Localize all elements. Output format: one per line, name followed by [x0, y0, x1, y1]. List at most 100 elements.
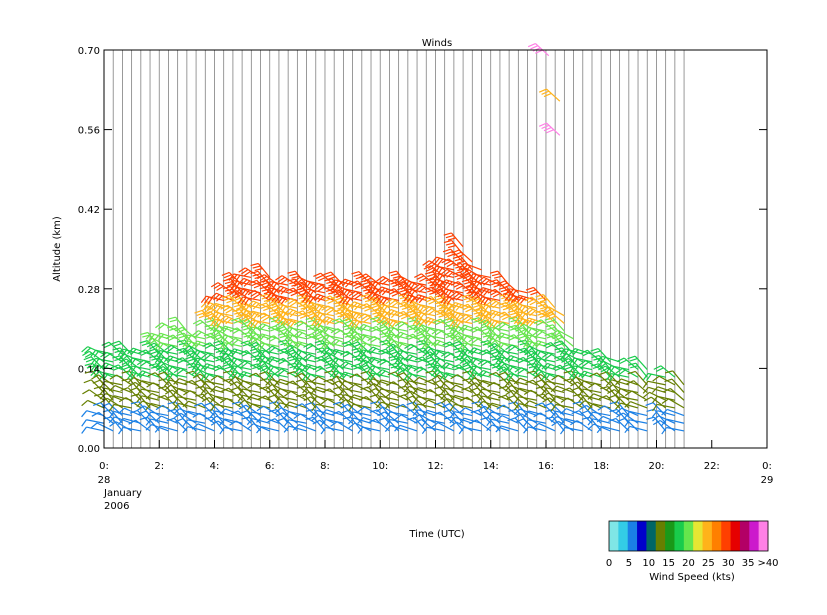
wind-barb	[378, 348, 400, 363]
wind-barb	[314, 355, 335, 370]
barb-flag	[375, 401, 383, 409]
wind-barb	[173, 402, 197, 411]
barb-shaft	[138, 393, 151, 409]
barb-flag	[437, 274, 444, 282]
barb-flag	[403, 364, 410, 372]
wind-barb	[664, 370, 685, 386]
barb-flag	[127, 372, 134, 380]
barb-flag	[581, 361, 589, 368]
barb-flag	[341, 372, 349, 380]
wind-barb	[504, 364, 528, 373]
barb-flag	[652, 396, 658, 404]
barb-flag	[431, 422, 439, 429]
wind-barb	[624, 390, 648, 401]
barb-flag	[394, 367, 403, 373]
barb-flag	[526, 370, 535, 374]
wind-barb	[525, 286, 547, 301]
barb-flag	[437, 267, 444, 275]
barb-flag	[551, 420, 559, 427]
barb-flag	[176, 369, 184, 375]
colorbar-swatch	[711, 521, 722, 551]
barb-flag	[244, 297, 250, 306]
barb-flag	[332, 285, 340, 293]
barb-flag	[252, 265, 261, 269]
wind-barb	[451, 249, 473, 263]
barb-flag	[389, 351, 398, 356]
barb-shaft	[316, 395, 335, 401]
barb-flag	[81, 419, 87, 427]
barb-flag	[532, 364, 539, 372]
barb-flag	[526, 298, 535, 304]
wind-barb	[661, 408, 685, 417]
barb-flag	[390, 273, 399, 277]
barb-flag	[351, 312, 358, 320]
barb-flag	[166, 324, 175, 329]
barb-flag	[440, 388, 447, 396]
barb-flag	[571, 410, 580, 415]
barb-flag	[265, 373, 272, 381]
wind-barb	[246, 332, 270, 340]
wind-barb	[449, 291, 473, 301]
barb-flag	[369, 288, 376, 295]
barb-flag	[360, 315, 369, 321]
wind-barb	[200, 380, 224, 389]
barb-flag	[425, 335, 431, 343]
barb-flag	[467, 286, 475, 294]
wind-barb	[184, 379, 206, 394]
barb-flag	[101, 402, 110, 408]
barb-flag	[328, 283, 337, 287]
barb-flag	[626, 380, 634, 385]
barb-flag	[398, 283, 406, 288]
barb-flag	[200, 392, 208, 399]
barb-flag	[504, 385, 512, 392]
barb-flag	[624, 426, 631, 434]
barb-flag	[455, 349, 464, 354]
barb-flag	[259, 343, 265, 351]
barb-flag	[458, 427, 465, 435]
barb-shaft	[666, 426, 685, 432]
wind-barb	[388, 270, 409, 286]
barb-flag	[265, 345, 273, 352]
barb-flag	[357, 334, 364, 342]
wind-barb	[551, 329, 574, 340]
wind-barb	[348, 411, 372, 419]
wind-barb	[514, 413, 538, 424]
wind-barb	[470, 409, 492, 424]
barb-flag	[661, 398, 669, 404]
wind-barb	[646, 416, 667, 432]
barb-flag	[506, 334, 515, 339]
barb-flag	[330, 421, 338, 427]
wind-barb	[369, 409, 390, 424]
barb-flag	[514, 367, 522, 373]
barb-flag	[465, 299, 474, 303]
barb-flag	[643, 396, 652, 402]
barb-flag	[338, 394, 346, 401]
barb-flag	[148, 348, 157, 352]
barb-flag	[544, 307, 552, 314]
barb-flag	[504, 294, 512, 301]
barb-flag	[277, 276, 286, 283]
barb-flag	[298, 279, 306, 286]
barb-flag	[472, 304, 481, 308]
barb-flag	[167, 365, 173, 374]
wind-barb	[543, 402, 565, 417]
barb-flag	[561, 358, 569, 363]
barb-flag	[249, 333, 257, 340]
wind-barb	[139, 416, 160, 432]
barb-flag	[407, 306, 415, 312]
barb-flag	[541, 372, 548, 380]
wind-barb	[249, 363, 271, 378]
barb-flag	[250, 270, 259, 275]
barb-flag	[157, 394, 165, 399]
barb-flag	[353, 350, 362, 354]
barb-flag	[99, 393, 107, 400]
barb-flag	[348, 403, 354, 412]
barb-flag	[415, 319, 422, 326]
barb-flag	[120, 387, 129, 392]
barb-flag	[219, 342, 225, 350]
barb-flag	[84, 352, 93, 358]
barb-flag	[296, 283, 305, 289]
barb-shaft	[546, 387, 565, 394]
barb-flag	[357, 417, 364, 424]
colorbar-label: Wind Speed (kts)	[649, 572, 735, 583]
